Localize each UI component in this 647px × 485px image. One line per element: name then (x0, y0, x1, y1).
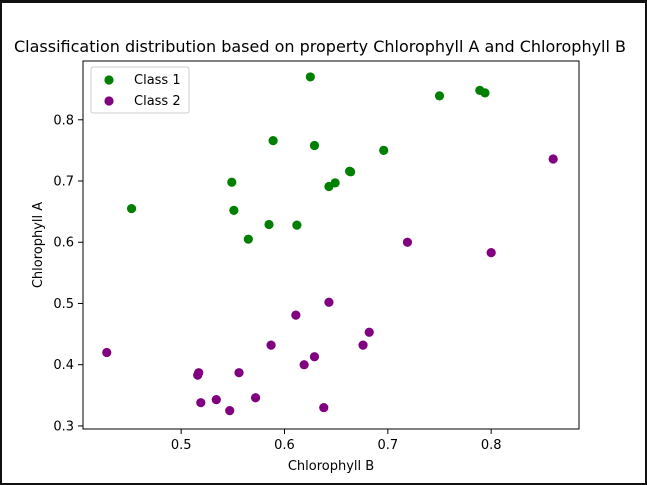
data-point (480, 88, 490, 98)
y-tick-label: 0.3 (53, 419, 74, 434)
data-point (309, 352, 320, 362)
data-point (330, 178, 340, 188)
data-point (305, 72, 315, 82)
y-axis-label: Chlorophyll A (31, 202, 46, 288)
data-point (358, 340, 368, 350)
data-point (319, 402, 329, 413)
legend-box (90, 66, 190, 114)
y-tick-label: 0.6 (53, 236, 74, 251)
y-axis-ticks: 0.3 0.4 0.5 0.6 0.7 0.8 (53, 113, 83, 434)
data-point (486, 248, 496, 258)
x-tick-label: 0.5 (171, 438, 192, 453)
x-tick-label: 0.8 (481, 438, 502, 453)
data-point (234, 368, 244, 378)
data-point (309, 140, 320, 151)
data-point (434, 91, 445, 101)
data-point (102, 347, 112, 358)
x-axis-label: Chlorophyll B (288, 459, 374, 474)
data-points (102, 72, 558, 416)
data-point (548, 154, 558, 164)
x-tick-label: 0.6 (274, 438, 295, 453)
y-tick-label: 0.5 (53, 297, 74, 312)
data-point (126, 203, 137, 214)
plot-frame (82, 60, 580, 430)
data-point (229, 205, 239, 216)
data-point (266, 340, 276, 350)
legend-marker-class-2 (104, 96, 114, 106)
data-point (227, 177, 237, 187)
legend-label-class-1: Class 1 (134, 73, 181, 88)
legend-label-class-2: Class 2 (134, 94, 181, 109)
data-point (211, 395, 221, 405)
data-point (291, 310, 301, 320)
y-tick-label: 0.8 (53, 113, 74, 128)
data-point (402, 237, 413, 247)
data-point (299, 360, 309, 370)
y-tick-label: 0.4 (53, 358, 74, 373)
x-axis-ticks: 0.5 0.6 0.7 0.8 (171, 429, 502, 453)
chart-title: Classification distribution based on pro… (14, 37, 626, 56)
plot-area (82, 60, 580, 430)
legend: Class 1 Class 2 (90, 66, 190, 114)
data-point (268, 136, 278, 146)
data-point (264, 219, 274, 230)
data-point (225, 406, 235, 416)
data-point (379, 145, 389, 155)
legend-marker-class-1 (104, 75, 114, 85)
data-point (196, 398, 206, 408)
y-tick-label: 0.7 (53, 175, 74, 190)
data-point (292, 220, 302, 230)
data-point (194, 368, 204, 378)
data-point (324, 297, 334, 307)
data-point (243, 234, 253, 244)
data-point (364, 327, 374, 337)
data-point (250, 393, 261, 403)
x-tick-label: 0.7 (377, 438, 398, 453)
data-point (346, 167, 356, 177)
